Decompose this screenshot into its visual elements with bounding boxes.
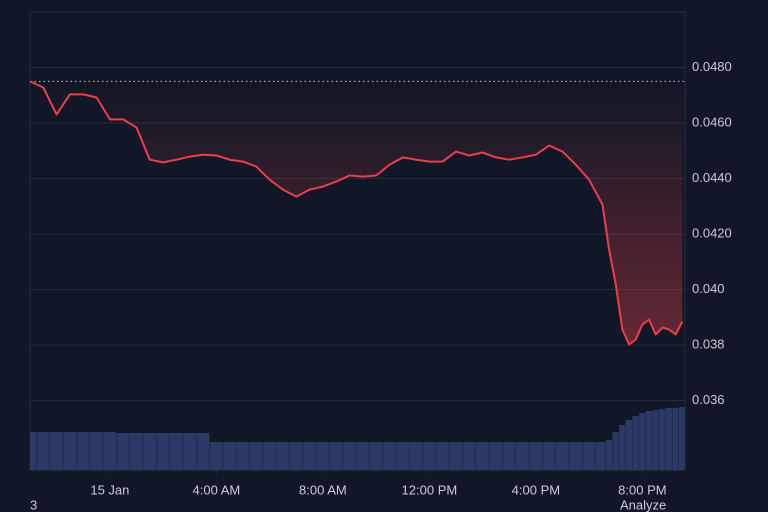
volume-bar [223, 442, 236, 470]
volume-bar [209, 442, 223, 470]
x-tick-label: 12:00 PM [402, 482, 458, 497]
x-tick-label: 4:00 AM [193, 482, 241, 497]
volume-bar [89, 432, 103, 470]
x-tick-label: 8:00 PM [618, 482, 666, 497]
volume-bar [605, 440, 613, 470]
volume-bar [369, 442, 383, 470]
volume-bar [302, 442, 316, 470]
volume-bar [582, 442, 596, 470]
volume-bar [449, 442, 463, 470]
volume-bar [196, 433, 210, 470]
y-tick-label: 0.0460 [692, 114, 732, 129]
volume-bar [262, 442, 276, 470]
volume-bar [183, 433, 197, 470]
volume-bar [116, 433, 130, 470]
volume-bar [396, 442, 410, 470]
volume-bar [143, 433, 157, 470]
volume-bar [63, 432, 77, 470]
volume-bar [659, 409, 666, 470]
volume-bar [679, 407, 685, 470]
volume-bar [665, 408, 672, 470]
volume-bar [316, 442, 330, 470]
volume-bar [612, 432, 619, 470]
volume-bar [422, 442, 436, 470]
volume-bar [632, 416, 639, 470]
y-tick-label: 0.0440 [692, 170, 732, 185]
volume-bar [169, 433, 183, 470]
volume-bar [49, 432, 63, 470]
volume-bar [625, 420, 633, 470]
volume-bar [652, 410, 659, 470]
volume-bar [462, 442, 476, 470]
volume-bar [645, 411, 652, 470]
volume-bar [569, 442, 583, 470]
volume-bar [329, 442, 343, 470]
plot-layer: 0.0480 0.0460 0.0440 0.0420 0.040 0.038 0.036 1… [29, 11, 732, 497]
price-line [29, 80, 684, 346]
y-tick-label: 0.0480 [692, 59, 732, 74]
volume-bar [595, 442, 606, 470]
y-tick-label: 0.040 [692, 281, 725, 296]
volume-bar [672, 408, 679, 470]
volume-bar [382, 442, 396, 470]
volume-bar [515, 442, 529, 470]
volume-bar [289, 442, 303, 470]
y-tick-label: 0.0420 [692, 225, 732, 240]
volume-bar [276, 442, 290, 470]
volume-bar [489, 442, 503, 470]
volume-bar [236, 442, 250, 470]
volume-bar [342, 442, 356, 470]
y-tick-label: 0.038 [692, 337, 725, 352]
volume-bar [529, 442, 543, 470]
volume-bar [555, 442, 569, 470]
volume-bar [436, 442, 449, 470]
volume-bar [76, 432, 90, 470]
x-tick-label: 15 Jan [90, 482, 129, 497]
volume-bar [156, 433, 170, 470]
volume-bar [249, 442, 263, 470]
price-area [30, 81, 683, 345]
volume-bar [129, 433, 143, 470]
footer-right: Analyze [620, 497, 666, 512]
volume-bar [502, 442, 516, 470]
x-tick-label: 8:00 AM [299, 482, 347, 497]
volume-bar [30, 432, 37, 470]
volume-bar [639, 413, 646, 470]
volume-bar [619, 425, 626, 470]
volume-bar [409, 442, 423, 470]
volume-bar [542, 442, 556, 470]
volume-bar [103, 432, 117, 470]
volume-bar [475, 442, 489, 470]
x-tick-label: 4:00 PM [512, 482, 560, 497]
volume-bar [36, 432, 50, 470]
volume-bar [356, 442, 370, 470]
y-tick-label: 0.036 [692, 392, 725, 407]
footer-left: 3 [30, 497, 37, 512]
